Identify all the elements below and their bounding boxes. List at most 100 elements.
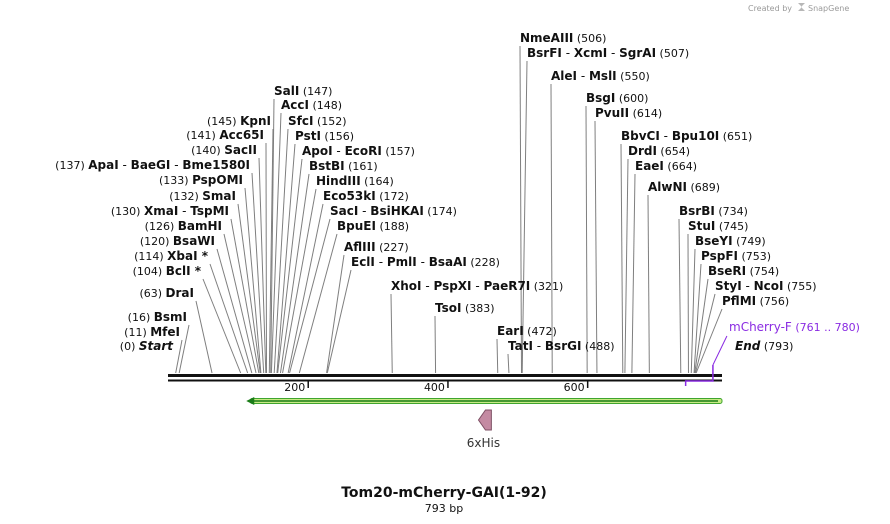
site-afliii[interactable]: AflIII (227) (344, 240, 409, 254)
feature-long-arrow[interactable] (246, 397, 723, 405)
site-xmai-tspmi-label: (130) XmaI - TspMI (111, 204, 229, 218)
enzyme-apai: ApaI (88, 158, 118, 172)
enzyme-tsoi: TsoI (435, 301, 461, 315)
site-apai-baegi-bme1580i[interactable]: (137) ApaI - BaeGI - Bme1580I (55, 158, 250, 172)
site-sacii[interactable]: (140) SacII (191, 143, 257, 157)
site-eari[interactable]: EarI (472) (497, 324, 557, 338)
site-xmai-tspmi[interactable]: (130) XmaI - TspMI (111, 204, 229, 218)
site-bpuei[interactable]: BpuEI (188) (337, 219, 409, 233)
site-bcli[interactable]: (104) BclI * (133, 264, 202, 278)
site-sali-connector (270, 98, 275, 374)
feature-6xhis[interactable]: 6xHis (467, 409, 500, 450)
site-bamhi-label: (126) BamHI (145, 219, 222, 233)
site-hindiii-label: HindIII (164) (316, 174, 394, 188)
site-bseri[interactable]: BseRI (754) (708, 264, 779, 278)
site-bsrbi[interactable]: BsrBI (734) (679, 204, 748, 218)
enzyme-psti: PstI (295, 129, 321, 143)
site-saci-bsihkai[interactable]: SacI - BsiHKAI (174) (330, 204, 457, 218)
site-acci-connector (270, 112, 282, 374)
site-tsoi-position: (383) (461, 302, 494, 315)
site-pspomi[interactable]: (133) PspOMI (159, 173, 243, 187)
site-psti-position: (156) (321, 130, 354, 143)
enzyme-bseri: BseRI (708, 264, 746, 278)
enzyme-bstbi: BstBI (309, 159, 345, 173)
site-sfci[interactable]: SfcI (152) (288, 114, 347, 128)
enzyme-bsihkai: BsiHKAI (370, 204, 424, 218)
site-kpni[interactable]: (145) KpnI (207, 114, 271, 128)
enzyme-styi: StyI (715, 279, 742, 293)
site-drdi[interactable]: DrdI (654) (628, 144, 690, 158)
site-pspfi[interactable]: PspFI (753) (701, 249, 771, 263)
site-styi-ncoi[interactable]: StyI - NcoI (755) (715, 279, 817, 293)
enzyme-drai: DraI (166, 286, 194, 300)
site-bbvci-bpu10i[interactable]: BbvCI - Bpu10I (651) (621, 129, 752, 143)
site-eco53ki[interactable]: Eco53kI (172) (323, 189, 409, 203)
site-start[interactable]: (0) Start (120, 339, 174, 353)
site-drai[interactable]: (63) DraI (139, 286, 194, 300)
site-styi-ncoi-position: (755) (784, 280, 817, 293)
site-xbai[interactable]: (114) XbaI * (134, 249, 209, 263)
site-bsgi[interactable]: BsgI (600) (586, 91, 648, 105)
site-tsoi[interactable]: TsoI (383) (435, 301, 495, 315)
site-tati-bsrgi[interactable]: TatI - BsrGI (488) (508, 339, 615, 353)
enzyme-acci: AccI (281, 98, 309, 112)
enzyme-xmai: XmaI (144, 204, 178, 218)
site-eari-position: (472) (524, 325, 557, 338)
site-bsrfi-xcmi-sgrai[interactable]: BsrFI - XcmI - SgrAI (507) (527, 46, 689, 60)
site-stui[interactable]: StuI (745) (688, 219, 748, 233)
enzyme-pspxi: PspXI (433, 279, 471, 293)
site-sfci-connector (273, 128, 289, 374)
enzyme-bpu10i: Bpu10I (672, 129, 719, 143)
site-psti[interactable]: PstI (156) (295, 129, 354, 143)
site-pflmi[interactable]: PflMI (756) (722, 294, 789, 308)
site-sali[interactable]: SalI (147) (274, 84, 332, 98)
site-pspfi-connector (693, 263, 702, 374)
site-bamhi[interactable]: (126) BamHI (145, 219, 222, 233)
site-smai[interactable]: (132) SmaI (169, 189, 236, 203)
enzyme-bsrbi: BsrBI (679, 204, 715, 218)
site-bsawi[interactable]: (120) BsaWI (140, 234, 215, 248)
site-mfei[interactable]: (11) MfeI (124, 325, 180, 339)
site-bcli-connector (202, 278, 242, 374)
site-alei-msli-connector (550, 83, 553, 374)
site-acci-label: AccI (148) (281, 98, 342, 112)
site-xhoi-pspxi-paer7i[interactable]: XhoI - PspXI - PaeR7I (321) (391, 279, 563, 293)
site-bstbi[interactable]: BstBI (161) (309, 159, 378, 173)
site-apai-baegi-bme1580i-label: (137) ApaI - BaeGI - Bme1580I (55, 158, 250, 172)
site-acc65i[interactable]: (141) Acc65I (186, 128, 264, 142)
site-bseyi[interactable]: BseYI (749) (695, 234, 766, 248)
enzyme-apoi: ApoI (302, 144, 333, 158)
site-mfei-connector (175, 339, 183, 374)
site-end[interactable]: End (793) (735, 339, 793, 353)
map-title: Tom20-mCherry-GAI(1-92) (341, 485, 547, 501)
enzyme-smai: SmaI (202, 189, 236, 203)
site-nmeaiii[interactable]: NmeAIII (506) (520, 31, 606, 45)
site-bseri-label: BseRI (754) (708, 264, 779, 278)
site-drai-label: (63) DraI (139, 286, 194, 300)
site-ecli-pmli-bsaai-connector (326, 269, 352, 374)
site-alei-msli[interactable]: AleI - MslI (550) (551, 69, 650, 83)
primer-mcherry-f[interactable]: mCherry-F (761 .. 780) (684, 320, 860, 386)
site-acci[interactable]: AccI (148) (281, 98, 342, 112)
enzyme-stui: StuI (688, 219, 715, 233)
site-saci-bsihkai-connector (289, 218, 331, 374)
enzyme-end: End (735, 339, 761, 353)
site-bsgi-label: BsgI (600) (586, 91, 648, 105)
site-bbvci-bpu10i-position: (651) (719, 130, 752, 143)
site-pspomi-connector (244, 187, 262, 374)
site-bsmi[interactable]: (16) BsmI (128, 310, 187, 324)
site-xmai-tspmi-connector (230, 218, 260, 374)
site-styi-ncoi-connector (694, 293, 716, 374)
site-alwni-position: (689) (687, 181, 720, 194)
site-eaei[interactable]: EaeI (664) (635, 159, 697, 173)
site-apoi-ecori[interactable]: ApoI - EcoRI (157) (302, 144, 415, 158)
site-psti-label: PstI (156) (295, 129, 354, 143)
enzyme-bsgi: BsgI (586, 91, 615, 105)
site-ecli-pmli-bsaai[interactable]: EclI - PmlI - BsaAI (228) (351, 255, 500, 269)
site-alwni[interactable]: AlwNI (689) (648, 180, 720, 194)
site-hindiii[interactable]: HindIII (164) (316, 174, 394, 188)
site-afliii-label: AflIII (227) (344, 240, 409, 254)
site-xhoi-pspxi-paer7i-label: XhoI - PspXI - PaeR7I (321) (391, 279, 563, 293)
site-pvuii[interactable]: PvuII (614) (595, 106, 662, 120)
site-smai-connector (237, 203, 261, 374)
